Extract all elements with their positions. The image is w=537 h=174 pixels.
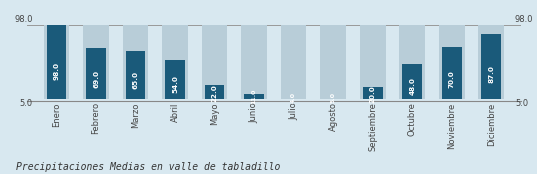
Text: 5.0: 5.0 — [331, 92, 336, 103]
Text: 48.0: 48.0 — [409, 77, 415, 94]
Bar — [402, 64, 422, 98]
Bar — [481, 34, 501, 98]
Text: 22.0: 22.0 — [212, 85, 217, 102]
Bar — [122, 25, 148, 98]
Text: 70.0: 70.0 — [449, 70, 455, 88]
Bar — [442, 47, 462, 98]
Bar — [281, 25, 307, 98]
Bar — [205, 85, 224, 98]
Text: 98.0: 98.0 — [14, 15, 33, 24]
Bar — [363, 87, 382, 98]
Bar — [83, 25, 109, 98]
Text: 5.0: 5.0 — [20, 99, 33, 108]
Text: 98.0: 98.0 — [54, 62, 60, 80]
Bar — [162, 25, 188, 98]
Bar — [47, 25, 67, 98]
Text: 20.0: 20.0 — [369, 85, 376, 103]
Bar — [241, 25, 267, 98]
Text: 4.0: 4.0 — [291, 92, 296, 103]
Text: Precipitaciones Medias en valle de tabladillo: Precipitaciones Medias en valle de tabla… — [16, 162, 280, 172]
Text: 54.0: 54.0 — [172, 75, 178, 93]
Bar — [478, 25, 504, 98]
Bar — [360, 25, 386, 98]
Text: 87.0: 87.0 — [488, 65, 494, 83]
Bar — [202, 25, 228, 98]
Bar — [439, 25, 465, 98]
Bar — [244, 94, 264, 98]
Bar — [126, 51, 146, 98]
Text: 11.0: 11.0 — [252, 88, 257, 104]
Text: 5.0: 5.0 — [515, 99, 528, 108]
Bar — [284, 98, 303, 99]
Bar — [400, 25, 425, 98]
Text: 98.0: 98.0 — [515, 15, 533, 24]
Text: 65.0: 65.0 — [133, 72, 139, 89]
Text: 69.0: 69.0 — [93, 70, 99, 88]
Bar — [165, 60, 185, 98]
Bar — [86, 48, 106, 98]
Bar — [320, 25, 346, 98]
Bar — [43, 25, 69, 98]
